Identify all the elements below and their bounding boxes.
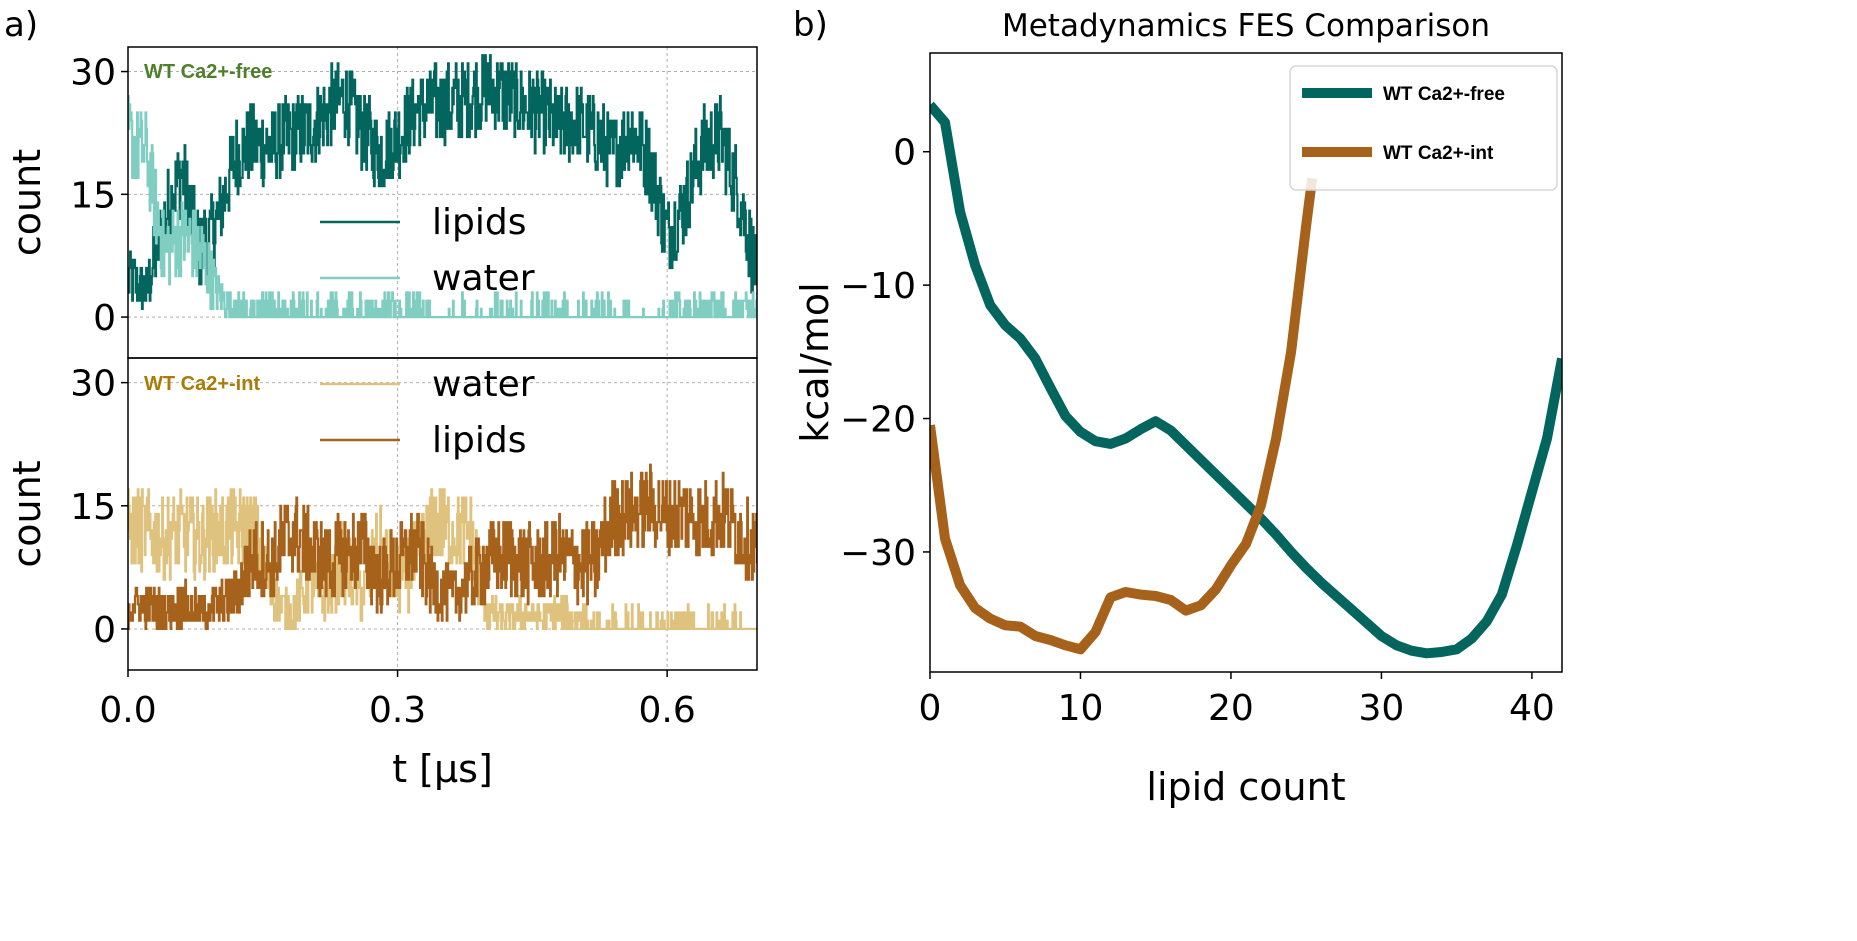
y-tick-label: 0 (93, 298, 116, 339)
chart-title: Metadynamics FES Comparison (1002, 8, 1490, 44)
y-tick-label: −20 (840, 400, 916, 441)
legend: WT Ca2+-free WT Ca2+-int (1289, 65, 1558, 191)
y-tick-label: 30 (70, 53, 116, 94)
y-tick-label: −30 (840, 533, 916, 574)
x-tick-label: 0 (919, 688, 942, 729)
x-axis-label: t [μs] (392, 747, 493, 791)
axes-frame (929, 52, 1563, 673)
y-tick-label: −10 (840, 266, 916, 307)
y-tick-label: 0 (93, 610, 116, 651)
x-tick-label: 30 (1359, 688, 1405, 729)
legend-label-lipids: lipids (432, 420, 526, 461)
fes-line-ca-free (930, 101, 1562, 659)
y-tick-label: 30 (70, 364, 116, 405)
plot-layer: 0 15 30 count WT Ca2+-free lipids water 0 15 30 co… (5, 8, 1563, 809)
panel-a-bottom: 0 15 30 count WT Ca2+-int water lipids (5, 357, 758, 671)
y-tick-label: 15 (70, 487, 116, 528)
series-line-lipids (128, 463, 757, 631)
condition-label: WT Ca2+-free (144, 61, 272, 83)
y-tick-label: 15 (70, 175, 116, 216)
fes-line-ca-int (930, 177, 1318, 655)
series-line-water (128, 94, 757, 319)
x-tick-label: 0.3 (369, 690, 426, 731)
x-tick-label: 0.6 (639, 690, 696, 731)
panel-label-a: a) (4, 5, 38, 45)
x-axis-label: lipid count (1146, 765, 1345, 809)
y-axis-label: count (5, 149, 49, 256)
x-tick-label: 10 (1058, 688, 1104, 729)
x-tick-label: 40 (1509, 688, 1555, 729)
legend-label: WT Ca2+-free (1383, 84, 1505, 105)
series-line-water (128, 488, 757, 631)
legend-label: WT Ca2+-int (1383, 143, 1494, 164)
y-axis-label: kcal/mol (793, 282, 837, 442)
x-tick-label: 20 (1208, 688, 1254, 729)
panel-a-top: 0 15 30 count WT Ca2+-free lipids water (5, 46, 758, 359)
legend-label-water: water (432, 258, 535, 299)
panel-b: Metadynamics FES Comparison 0 −10 −20 −30 0 10… (793, 8, 1563, 809)
axes-frame (127, 357, 758, 671)
x-tick-label: 0.0 (99, 690, 156, 731)
y-tick-label: 0 (893, 133, 916, 174)
series-line-lipids (128, 54, 757, 310)
panel-label-b: b) (793, 5, 828, 45)
y-axis-label: count (5, 460, 49, 567)
legend-label-water: water (432, 364, 535, 405)
legend-label-lipids: lipids (432, 202, 526, 243)
condition-label: WT Ca2+-int (144, 373, 260, 395)
